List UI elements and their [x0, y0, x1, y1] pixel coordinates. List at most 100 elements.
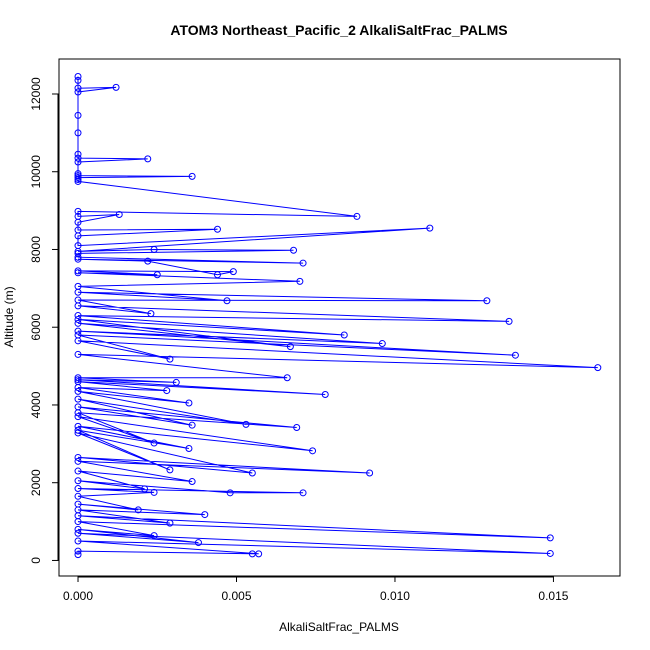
- data-point: [74, 177, 82, 185]
- data-point: [166, 519, 174, 527]
- data-point: [188, 421, 196, 429]
- data-point: [74, 426, 82, 434]
- data-point: [74, 529, 82, 537]
- data-point: [353, 212, 361, 220]
- y-tick-label: 2000: [29, 469, 43, 496]
- data-point: [153, 271, 161, 279]
- data-point: [74, 467, 82, 475]
- data-point: [213, 225, 221, 233]
- data-point: [74, 76, 82, 84]
- data-point: [74, 207, 82, 215]
- data-point: [226, 489, 234, 497]
- data-point: [74, 492, 82, 500]
- data-point: [74, 374, 82, 382]
- data-point: [546, 534, 554, 542]
- data-point: [483, 297, 491, 305]
- series-layer: [74, 72, 602, 559]
- x-tick-label: 0.010: [380, 589, 410, 603]
- data-point: [229, 268, 237, 276]
- data-point: [201, 511, 209, 519]
- data-point: [74, 409, 82, 417]
- data-point: [74, 525, 82, 533]
- data-point: [340, 331, 348, 339]
- data-point: [147, 310, 155, 318]
- data-point: [74, 477, 82, 485]
- data-point: [74, 129, 82, 137]
- data-point: [594, 364, 602, 372]
- data-point: [74, 429, 82, 437]
- data-point: [74, 302, 82, 310]
- data-point: [163, 387, 171, 395]
- data-point: [150, 439, 158, 447]
- data-point: [299, 259, 307, 267]
- data-point: [74, 218, 82, 226]
- data-point: [74, 547, 82, 555]
- data-point: [74, 72, 82, 80]
- data-point: [74, 422, 82, 430]
- data-point: [74, 387, 82, 395]
- data-point: [248, 550, 256, 558]
- data-point: [74, 232, 82, 240]
- data-point: [166, 466, 174, 474]
- y-axis: 0 2000 4000 6000 8000 10000 12000: [29, 77, 59, 564]
- x-axis-label: AlkaliSaltFrac_PALMS: [279, 620, 399, 634]
- data-point: [188, 478, 196, 486]
- data-point: [74, 319, 82, 327]
- data-point: [286, 343, 294, 351]
- data-point: [74, 383, 82, 391]
- data-point: [185, 444, 193, 452]
- x-tick-label: 0.005: [221, 589, 251, 603]
- y-tick-label: 8000: [29, 236, 43, 263]
- data-point: [144, 155, 152, 163]
- data-point: [223, 297, 231, 305]
- data-point: [74, 111, 82, 119]
- data-point: [74, 518, 82, 526]
- data-point: [74, 150, 82, 158]
- data-point: [293, 424, 301, 432]
- y-axis-label: Altitude (m): [2, 286, 16, 347]
- data-point: [74, 84, 82, 92]
- x-axis: 0.000 0.005 0.010 0.015: [63, 576, 569, 603]
- data-point: [74, 551, 82, 559]
- data-point: [188, 172, 196, 180]
- data-point: [150, 245, 158, 253]
- data-point: [213, 271, 221, 279]
- data-point: [299, 489, 307, 497]
- data-point: [150, 532, 158, 540]
- data-point: [511, 351, 519, 359]
- data-point: [321, 390, 329, 398]
- data-point: [242, 420, 250, 428]
- data-point: [194, 539, 202, 547]
- data-point: [74, 457, 82, 465]
- data-point: [74, 269, 82, 277]
- data-point: [74, 337, 82, 345]
- data-point: [74, 327, 82, 335]
- data-point: [74, 158, 82, 166]
- y-tick-label: 12000: [29, 77, 43, 111]
- y-tick-label: 10000: [29, 155, 43, 189]
- data-point: [505, 317, 513, 325]
- data-point: [74, 174, 82, 182]
- data-point: [141, 485, 149, 493]
- y-tick-label: 0: [29, 557, 43, 564]
- data-point: [74, 288, 82, 296]
- y-tick-label: 4000: [29, 391, 43, 418]
- data-point: [426, 224, 434, 232]
- data-point: [134, 506, 142, 514]
- x-tick-label: 0.015: [538, 589, 568, 603]
- data-point: [546, 549, 554, 557]
- data-point: [112, 83, 120, 91]
- data-point: [74, 376, 82, 384]
- data-point: [74, 395, 82, 403]
- data-point: [185, 399, 193, 407]
- chart-title: ATOM3 Northeast_Pacific_2 AlkaliSaltFrac…: [170, 22, 507, 38]
- data-point: [74, 350, 82, 358]
- data-point: [74, 315, 82, 323]
- y-tick-label: 6000: [29, 314, 43, 341]
- data-point: [248, 469, 256, 477]
- data-point: [74, 253, 82, 261]
- data-point: [150, 488, 158, 496]
- data-point: [144, 257, 152, 265]
- data-point: [74, 312, 82, 320]
